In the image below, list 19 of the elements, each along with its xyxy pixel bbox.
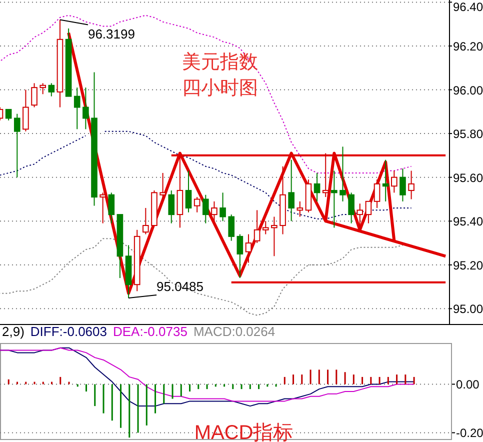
annotation: 四小时图 bbox=[182, 78, 258, 99]
series-label: DIFF:-0.0603 bbox=[30, 324, 107, 339]
annotation: 96.3199 bbox=[88, 26, 135, 42]
y-tick-label: -0.20 bbox=[456, 426, 483, 440]
annotation: 95.0485 bbox=[156, 279, 204, 294]
y-tick-label: 95.40 bbox=[453, 214, 483, 229]
y-tick-label: 96.00 bbox=[453, 83, 483, 98]
y-tick-label: 95.20 bbox=[453, 258, 483, 272]
series-label: DEA:-0.0735 bbox=[113, 324, 188, 339]
text: MACD:0.0264 bbox=[193, 324, 276, 339]
text: 2,9) bbox=[2, 324, 24, 339]
annotation: 美元指数 bbox=[182, 51, 258, 73]
annotation: MACD指标 bbox=[194, 422, 294, 442]
y-tick-label: 95.60 bbox=[453, 170, 483, 185]
y-tick-label: 96.20 bbox=[453, 39, 483, 54]
y-tick-label: 0.00 bbox=[456, 378, 480, 392]
y-tick-label: 95.80 bbox=[453, 127, 483, 142]
y-tick-label: 95.00 bbox=[453, 302, 483, 316]
y-tick-label: 96.40 bbox=[453, 0, 483, 14]
